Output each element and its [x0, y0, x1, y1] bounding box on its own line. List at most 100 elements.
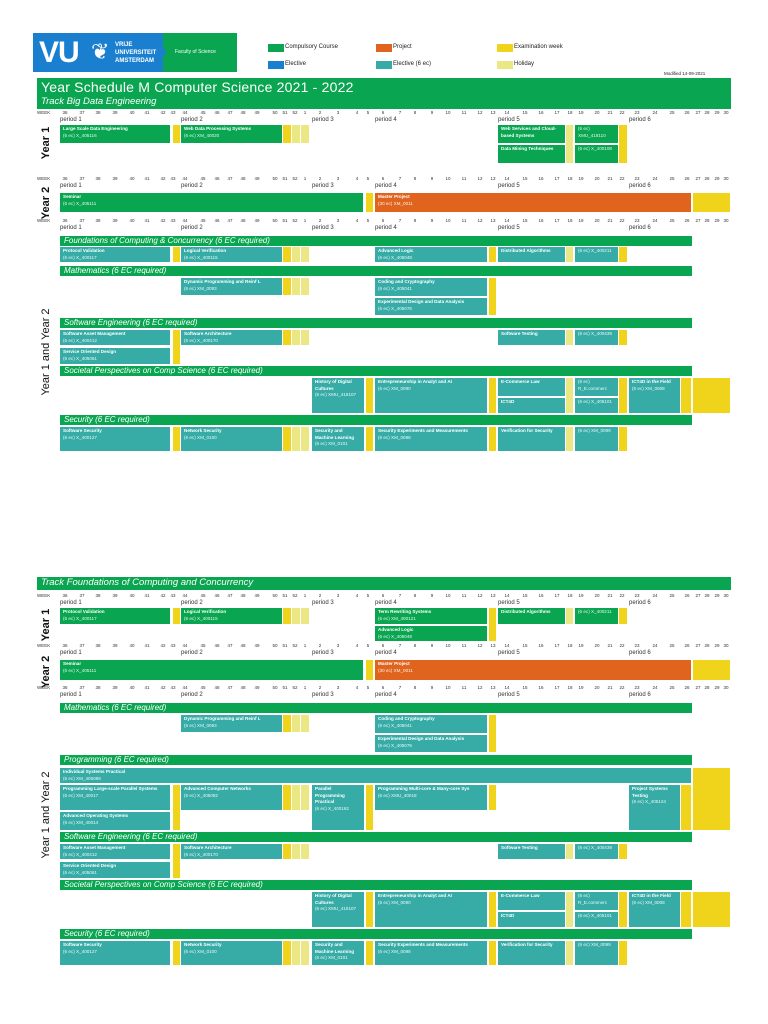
week-number: 30: [723, 643, 729, 648]
week-number: 46: [214, 176, 220, 181]
course-code: (6 ec) XM_0100: [184, 434, 217, 440]
course-code: (6 ec) XM_40017: [63, 792, 99, 798]
course-name: ICT4D in the Field: [632, 893, 671, 898]
exam-week-block: [173, 608, 180, 624]
course-block: Entrepreneurship in Analyt and AI (6 ec) …: [375, 378, 487, 413]
week-number: 28: [704, 593, 710, 598]
week-number: 52: [292, 110, 298, 115]
period-label: period 3: [312, 183, 334, 189]
week-number: 2: [318, 643, 322, 648]
course-name: E-Commerce Law: [501, 379, 540, 384]
week-number: 5: [366, 643, 370, 648]
week-number: 2: [318, 110, 322, 115]
week-number: 43: [170, 593, 176, 598]
week-number: 43: [170, 176, 176, 181]
course-code: (6 ec) X_405111: [63, 667, 97, 673]
week-number: 38: [95, 218, 101, 223]
week-number: 45: [200, 218, 206, 223]
week-number: 12: [477, 176, 483, 181]
holiday-block: [566, 378, 573, 413]
course-name: Web Services and Cloud-based Systems: [501, 126, 557, 138]
course-code: (6 ec) XM_405088: [63, 775, 101, 781]
course-name: Entrepreneurship in Analyt and AI: [378, 893, 452, 898]
course-block: Advanced Logic (6 ec) X_405048: [375, 247, 487, 262]
period-label: period 6: [629, 183, 651, 189]
course-block: Programming Multi-core & Many-core Sys (6…: [375, 785, 487, 810]
course-block: (6 ec) X_400439: [575, 330, 618, 345]
week-number: 46: [214, 685, 220, 690]
week-number: 44: [182, 110, 188, 115]
exam-week-block: [366, 660, 373, 680]
course-code: (6 ec) XM_0100: [184, 948, 217, 954]
week-number: 40: [129, 685, 135, 690]
exam-week-block: [173, 125, 180, 143]
course-name: Advanced Computer Networks: [184, 786, 251, 791]
course-code: (6 ec) X_400170: [184, 851, 218, 857]
week-number: 44: [182, 593, 188, 598]
week-number: 36: [62, 643, 68, 648]
week-number: 11: [461, 593, 467, 598]
week-number: 26: [684, 110, 690, 115]
week-number: 42: [160, 643, 166, 648]
exam-week-block: [283, 427, 291, 451]
course-code: (6 ec) X_400117: [63, 615, 97, 621]
course-code: (6 ec) X_405048: [378, 633, 412, 639]
course-block: Coding and Cryptography (6 ec) X_405041: [375, 278, 487, 296]
week-number: 51: [282, 218, 288, 223]
course-block: Parallel Programming Practical (6 ec) X_4…: [312, 785, 364, 830]
course-name: Seminar: [63, 661, 82, 666]
exam-week-block: [693, 768, 730, 830]
holiday-block: [292, 330, 300, 345]
week-number: 8: [413, 218, 417, 223]
week-number: 42: [160, 110, 166, 115]
holiday-block: [301, 844, 309, 859]
week-number: 52: [292, 176, 298, 181]
period-label: period 6: [629, 600, 651, 606]
period-label: period 1: [60, 183, 82, 189]
course-block: Security Experiments and Measurements (6 …: [375, 941, 487, 965]
course-name: History of Digital Cultures: [315, 893, 352, 905]
week-number: 30: [723, 685, 729, 690]
course-name: Logical Verification: [184, 609, 227, 614]
exam-week-block: [489, 941, 496, 965]
week-number: 4: [355, 110, 359, 115]
course-code: (6 ec) X_405041: [378, 722, 412, 728]
course-name: Programming Multi-core & Many-core Sys: [378, 786, 470, 791]
course-block: Security and Machine Learning (6 ec) XM_0…: [312, 941, 364, 965]
exam-week-block: [693, 378, 730, 413]
course-block: (6 ec) XMU_418110: [575, 125, 618, 143]
week-number: 44: [182, 643, 188, 648]
week-number: 44: [182, 218, 188, 223]
period-label: period 6: [629, 117, 651, 123]
exam-week-block: [283, 247, 291, 262]
week-number: 52: [292, 685, 298, 690]
course-code: (6 ec) X_400439: [578, 331, 612, 336]
week-number: 6: [381, 176, 385, 181]
week-number: 23: [634, 593, 640, 598]
week-number: 7: [398, 110, 402, 115]
course-name: Software Testing: [501, 845, 538, 850]
course-block: Service Oriented Design (6 ec) X_405061: [60, 862, 170, 878]
week-number: 22: [619, 643, 625, 648]
week-number: 1: [303, 110, 307, 115]
course-code: (6 ec) XM_0093: [184, 285, 217, 291]
course-name: Protocol Validation: [63, 248, 105, 253]
exam-week-block: [489, 892, 496, 927]
week-number: 27: [695, 593, 701, 598]
section-header: Societal Perspectives on Comp Science (6…: [60, 880, 692, 890]
week-number: 3: [336, 685, 340, 690]
week-number: 38: [95, 643, 101, 648]
week-number: 17: [554, 110, 560, 115]
week-label: WEEK: [37, 643, 51, 648]
course-code: (6 ec) XM_0090: [378, 899, 411, 905]
section-header: Societal Perspectives on Comp Science (6…: [60, 366, 692, 376]
course-code: (6 ec) X_405048: [378, 254, 412, 260]
period-label: period 1: [60, 692, 82, 698]
week-number: 4: [355, 218, 359, 223]
week-number: 52: [292, 593, 298, 598]
course-name: Project Systems Testing: [632, 786, 668, 798]
course-code: (6 ec) X_405082: [184, 792, 218, 798]
course-block: Advanced Computer Networks (6 ec) X_40508…: [181, 785, 282, 810]
holiday-block: [292, 608, 300, 624]
week-number: 5: [366, 218, 370, 223]
